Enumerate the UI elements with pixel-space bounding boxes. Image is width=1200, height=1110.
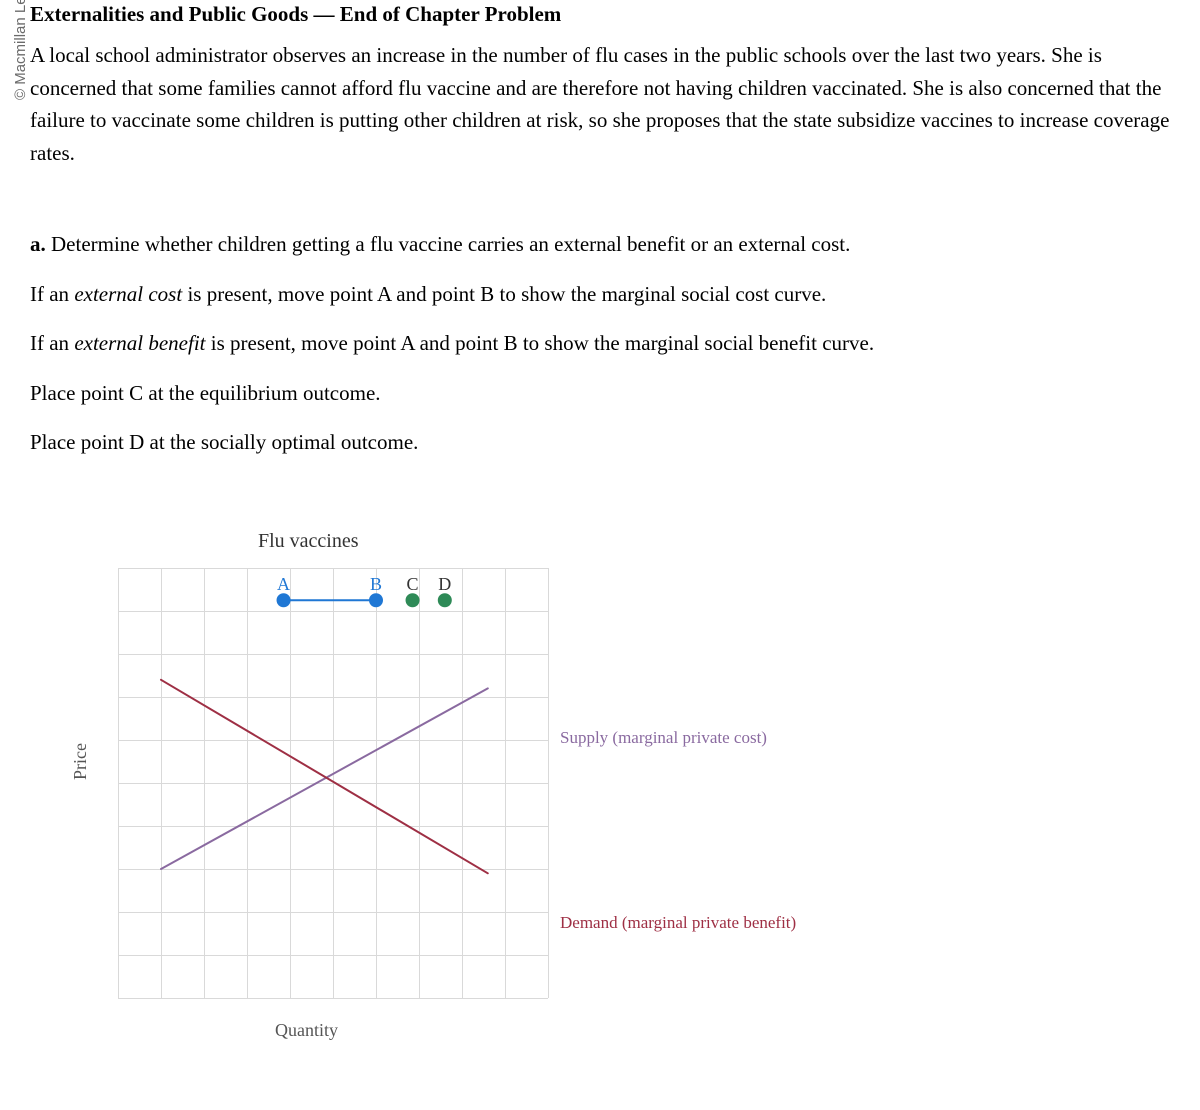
chart-plot[interactable] (118, 568, 550, 1000)
point-b-label: B (370, 574, 382, 595)
content-area: Externalities and Public Goods — End of … (30, 2, 1185, 477)
q-line2-post: is present, move point A and point B to … (182, 282, 826, 306)
chapter-title: Externalities and Public Goods — End of … (30, 2, 1185, 27)
question-section: a. Determine whether children getting a … (30, 229, 1185, 459)
chart-x-axis-label: Quantity (275, 1020, 338, 1041)
point-d[interactable] (438, 593, 452, 607)
question-a-line5: Place point D at the socially optimal ou… (30, 427, 1185, 459)
point-c[interactable] (406, 593, 420, 607)
chart-y-axis-label: Price (70, 743, 91, 780)
q-line2-em: external cost (74, 282, 182, 306)
point-c-label: C (407, 574, 419, 595)
question-a-line2: If an external cost is present, move poi… (30, 279, 1185, 311)
point-d-label: D (438, 574, 451, 595)
q-line3-pre: If an (30, 331, 74, 355)
point-b[interactable] (369, 593, 383, 607)
question-a-text: Determine whether children getting a flu… (46, 232, 851, 256)
supply-curve-label: Supply (marginal private cost) (560, 728, 767, 748)
q-line3-post: is present, move point A and point B to … (206, 331, 875, 355)
q-line3-em: external benefit (74, 331, 205, 355)
point-a[interactable] (277, 593, 291, 607)
chart-container: Flu vaccines Price Quantity Supply (marg… (70, 530, 870, 1050)
copyright-text: © Macmillan Learning (12, 0, 29, 100)
demand-curve-label: Demand (marginal private benefit) (560, 913, 796, 933)
chart-title: Flu vaccines (258, 530, 359, 553)
point-a-label: A (277, 574, 290, 595)
question-a-line4: Place point C at the equilibrium outcome… (30, 378, 1185, 410)
intro-paragraph: A local school administrator observes an… (30, 39, 1185, 169)
q-line2-pre: If an (30, 282, 74, 306)
question-label: a. (30, 232, 46, 256)
question-a-line1: a. Determine whether children getting a … (30, 229, 1185, 261)
page: © Macmillan Learning Externalities and P… (0, 0, 1200, 1110)
question-a-line3: If an external benefit is present, move … (30, 328, 1185, 360)
